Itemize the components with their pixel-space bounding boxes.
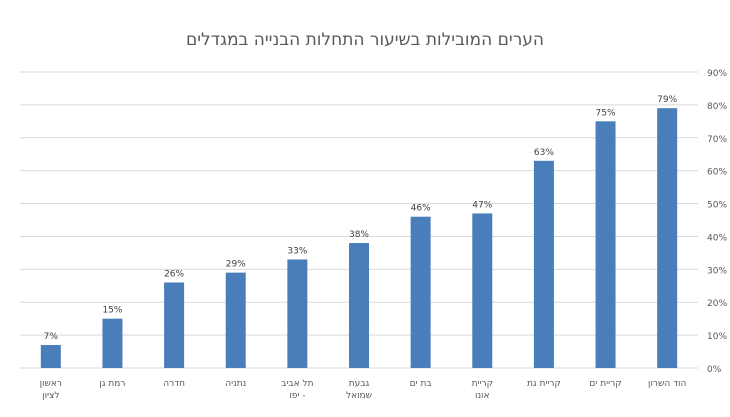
x-tick-label: חדרה xyxy=(163,379,185,389)
x-tick-label: נתניה xyxy=(225,379,246,389)
bar xyxy=(472,213,493,368)
x-tick-label: שמואל xyxy=(346,391,372,401)
data-label: 7% xyxy=(44,332,59,342)
bars: 79% 75% 63% 47% 46% 38% 33% 29% 26% 15% 7% xyxy=(40,95,678,368)
bar xyxy=(164,282,185,368)
y-tick-label: 0% xyxy=(707,365,722,375)
chart-title: הערים המובילות בשיעור התחלות הבנייה במגד… xyxy=(185,30,545,50)
y-tick-label: 40% xyxy=(707,233,727,243)
bar xyxy=(657,108,678,368)
x-tick-label: קריית ים xyxy=(589,379,621,389)
bar xyxy=(287,259,308,368)
data-label: 38% xyxy=(349,230,369,240)
y-tick-label: 30% xyxy=(707,266,727,276)
data-label: 46% xyxy=(411,204,431,214)
y-tick-label: 10% xyxy=(707,332,727,342)
x-tick-label: בת ים xyxy=(410,379,432,389)
x-tick-label: אונו xyxy=(475,391,490,401)
x-tick-label: רמת גן xyxy=(99,379,125,389)
data-label: 47% xyxy=(472,200,492,210)
data-label: 75% xyxy=(596,108,616,118)
bar xyxy=(349,243,369,368)
y-tick-label: 70% xyxy=(707,135,727,145)
data-label: 15% xyxy=(102,306,122,316)
bar xyxy=(533,160,554,368)
data-label: 33% xyxy=(287,246,307,256)
data-label: 79% xyxy=(657,95,677,105)
x-tick-label: תל אביב xyxy=(281,379,313,389)
x-tick-label: ראשון xyxy=(40,379,62,389)
y-tick-label: 80% xyxy=(707,102,727,112)
data-label: 29% xyxy=(226,260,246,270)
x-tick-label: גבעת xyxy=(349,379,370,389)
x-axis: הוד השרון קריית ים קריית גת קריית אונו בת ים ג… xyxy=(40,379,687,401)
y-tick-label: 20% xyxy=(707,299,727,309)
data-label: 63% xyxy=(534,148,554,158)
y-tick-label: 50% xyxy=(707,201,727,211)
x-tick-label: קריית גת xyxy=(527,379,561,389)
y-axis: 0% 10% 20% 30% 40% 50% 60% 70% 80% 90% xyxy=(707,69,727,375)
y-tick-label: 60% xyxy=(707,168,727,178)
x-tick-label: לציון xyxy=(42,391,59,401)
data-label: 26% xyxy=(164,269,184,279)
bar xyxy=(595,121,616,368)
x-tick-label: - יפו xyxy=(289,391,305,401)
bar xyxy=(410,216,431,368)
bar xyxy=(102,318,123,368)
x-tick-label: הוד השרון xyxy=(648,379,686,389)
bar xyxy=(225,272,246,368)
x-tick-label: קריית xyxy=(472,379,493,389)
y-tick-label: 90% xyxy=(707,69,727,79)
bar xyxy=(40,344,61,368)
